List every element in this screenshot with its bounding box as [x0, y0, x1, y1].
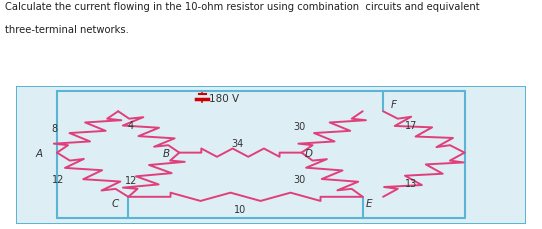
Text: A: A [36, 148, 43, 158]
Text: 8: 8 [51, 123, 57, 133]
Text: F: F [390, 100, 396, 110]
FancyBboxPatch shape [16, 87, 526, 224]
Text: E: E [366, 198, 372, 208]
Text: 10: 10 [234, 204, 247, 214]
Text: three-terminal networks.: three-terminal networks. [5, 25, 130, 35]
Text: 34: 34 [232, 138, 244, 148]
Text: 12: 12 [52, 174, 64, 184]
Text: 13: 13 [405, 178, 417, 188]
Text: 180 V: 180 V [209, 94, 239, 104]
Text: D: D [305, 148, 313, 158]
Text: 4: 4 [128, 120, 134, 131]
Text: Calculate the current flowing in the 10-ohm resistor using combination  circuits: Calculate the current flowing in the 10-… [5, 2, 480, 12]
Text: C: C [112, 198, 119, 208]
Text: 17: 17 [405, 120, 417, 131]
Text: 12: 12 [125, 175, 137, 185]
Text: 30: 30 [293, 174, 305, 184]
Text: B: B [163, 148, 170, 158]
Text: 30: 30 [293, 122, 305, 132]
